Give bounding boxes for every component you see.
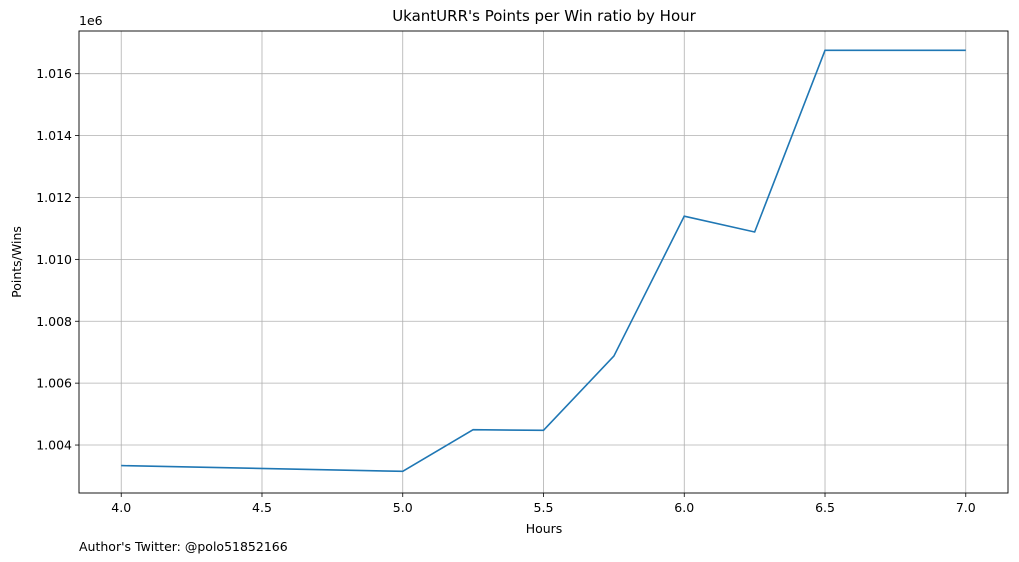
y-axis-label: Points/Wins bbox=[9, 226, 24, 298]
x-tick-label: 6.0 bbox=[674, 500, 694, 515]
x-tick-label: 4.0 bbox=[111, 500, 131, 515]
plot-frame bbox=[78, 30, 1009, 494]
y-tick-label: 1.004 bbox=[36, 438, 72, 453]
x-tick-label: 5.5 bbox=[534, 500, 554, 515]
series-line bbox=[121, 49, 966, 473]
x-axis-ticks: 4.0 4.5 5.0 5.5 6.0 6.5 7.0 bbox=[111, 493, 976, 515]
chart-title: UkantURR's Points per Win ratio by Hour bbox=[392, 7, 696, 25]
y-tick-label: 1.006 bbox=[36, 376, 72, 391]
y-tick-label: 1.016 bbox=[36, 66, 72, 81]
y-axis-ticks: 1.004 1.006 1.008 1.010 1.012 1.014 1.016 bbox=[36, 66, 79, 453]
y-tick-label: 1.012 bbox=[36, 190, 72, 205]
x-tick-label: 4.5 bbox=[252, 500, 272, 515]
y-tick-label: 1.008 bbox=[36, 314, 72, 329]
y-offset-label: 1e6 bbox=[79, 13, 103, 28]
x-tick-label: 6.5 bbox=[815, 500, 835, 515]
author-twitter-footer: Author's Twitter: @polo51852166 bbox=[79, 539, 288, 554]
x-axis-label: Hours bbox=[526, 521, 563, 536]
x-tick-label: 7.0 bbox=[956, 500, 976, 515]
grid-lines bbox=[79, 31, 1008, 493]
x-tick-label: 5.0 bbox=[393, 500, 413, 515]
y-tick-label: 1.014 bbox=[36, 128, 72, 143]
y-tick-label: 1.010 bbox=[36, 252, 72, 267]
